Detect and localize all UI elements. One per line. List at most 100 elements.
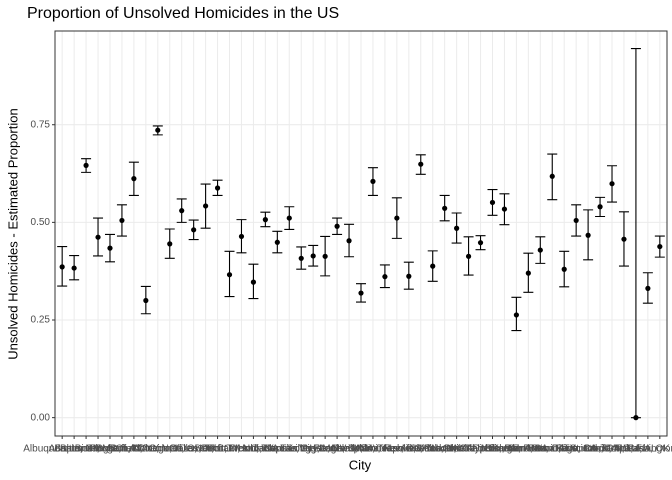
- x-tick-label: Albuquerque, NM: [23, 444, 101, 455]
- x-tick-label: Nashville, TN: [379, 444, 438, 455]
- point: [143, 297, 149, 304]
- x-tick-label: Baltimore, MD: [54, 444, 117, 455]
- point: [573, 217, 579, 224]
- point: [657, 243, 663, 250]
- x-tick-label: San Bernardino, CA: [508, 444, 597, 455]
- x-tick-label: New York, NY: [402, 444, 464, 455]
- x-tick-label: Fort Worth, TX: [209, 444, 275, 455]
- x-tick-label: Los Angeles, CA: [300, 444, 374, 455]
- point: [621, 236, 627, 242]
- x-tick-label: Pittsburgh, PA: [473, 444, 537, 455]
- x-tick-label: Denver, CO: [179, 444, 231, 455]
- x-axis-label: City: [349, 457, 372, 472]
- point: [250, 279, 257, 285]
- x-tick-label: Cincinnati, OH: [138, 444, 202, 455]
- point: [310, 253, 316, 259]
- x-tick-label: Oklahoma City, OK: [414, 444, 499, 455]
- x-tick-label: Phoenix, AZ: [466, 444, 520, 455]
- point: [585, 232, 591, 238]
- point: [465, 253, 472, 259]
- x-tick-label: Long Beach, CA: [289, 444, 362, 455]
- point: [382, 274, 388, 280]
- point: [454, 225, 460, 231]
- x-tick-label: Stockton, CA: [583, 444, 642, 455]
- point: [597, 204, 603, 210]
- point: [549, 173, 555, 179]
- x-tick-label: Durham, NC: [202, 444, 258, 455]
- x-tick-label: Savannah, GA: [556, 444, 621, 455]
- x-tick-label: Philadelphia, PA: [444, 444, 517, 455]
- x-tick-label: Memphis, TN: [331, 444, 390, 455]
- point: [477, 240, 484, 246]
- point: [131, 176, 137, 182]
- point: [358, 290, 364, 296]
- point: [238, 233, 245, 240]
- x-tick-label: St. Louis, MO: [570, 444, 631, 455]
- point: [513, 312, 519, 318]
- point: [430, 263, 436, 269]
- point: [525, 270, 531, 276]
- x-tick-label: Chicago, IL: [133, 444, 184, 455]
- point: [442, 205, 448, 211]
- y-tick-label: 0.50: [31, 217, 51, 228]
- chart-title: Proportion of Unsolved Homicides in the …: [27, 5, 339, 22]
- point: [226, 272, 233, 278]
- point: [633, 415, 639, 421]
- point: [537, 247, 543, 253]
- point: [609, 181, 615, 187]
- point: [370, 178, 376, 184]
- x-tick-label: Atlanta, GA: [49, 444, 100, 455]
- point: [155, 127, 161, 133]
- x-tick-label: Miami, FL: [351, 444, 395, 455]
- x-tick-label: Richmond, VA: [485, 444, 549, 455]
- x-tick-label: Buffalo, NY: [109, 444, 160, 455]
- x-tick-label: Dallas, TX: [171, 444, 217, 455]
- x-tick-label: Birmingham, AL: [75, 444, 146, 455]
- x-tick-label: Boston, MA: [96, 444, 148, 455]
- y-axis-label: Unsolved Homicides - Estimated Proportio…: [5, 108, 20, 359]
- point: [191, 227, 197, 233]
- x-tick-label: Sacramento, CA: [492, 444, 566, 455]
- point: [83, 162, 89, 168]
- point: [203, 203, 209, 209]
- point: [406, 273, 412, 279]
- point: [298, 255, 304, 261]
- point: [286, 215, 292, 221]
- x-tick-label: Las Vegas, NV: [280, 444, 346, 455]
- y-tick-label: 0.25: [31, 315, 51, 326]
- x-tick-label: Tulsa, AL: [615, 444, 657, 455]
- point: [59, 264, 65, 270]
- x-tick-label: Tampa, FL: [600, 444, 648, 455]
- point: [489, 199, 496, 206]
- point: [95, 234, 101, 240]
- x-tick-label: Milwaukee, wI: [354, 444, 417, 455]
- x-tick-label: Oakland, CA: [416, 444, 473, 455]
- point: [71, 265, 77, 271]
- point: [119, 217, 125, 224]
- point: [334, 223, 340, 229]
- y-tick-label: 0.75: [31, 119, 51, 130]
- x-tick-label: Charlotte, NC: [116, 444, 177, 455]
- point: [167, 241, 173, 247]
- x-tick-label: Houston, TX: [238, 444, 294, 455]
- x-tick-label: Columbus, OH: [149, 444, 215, 455]
- x-tick-label: Indianapolis, IN: [243, 444, 312, 455]
- point: [418, 161, 424, 167]
- x-tick-label: Baton Rouge, LA: [60, 444, 136, 455]
- point: [179, 208, 185, 214]
- point: [394, 215, 400, 221]
- point: [274, 239, 280, 245]
- point: [262, 217, 268, 223]
- x-tick-label: Louisville, KY: [319, 444, 379, 455]
- x-tick-label: San Diego, CA: [531, 444, 597, 455]
- x-tick-label: Washington, DC: [624, 444, 672, 455]
- point: [322, 253, 328, 259]
- error-bar: [630, 48, 641, 419]
- x-tick-label: Jacksonville, FL: [254, 444, 326, 455]
- x-tick-label: San Antonio, TX: [504, 444, 576, 455]
- x-tick-label: San Francisco, CA: [534, 444, 618, 455]
- x-tick-label: Tulsa, OK: [626, 444, 670, 455]
- point: [561, 266, 567, 272]
